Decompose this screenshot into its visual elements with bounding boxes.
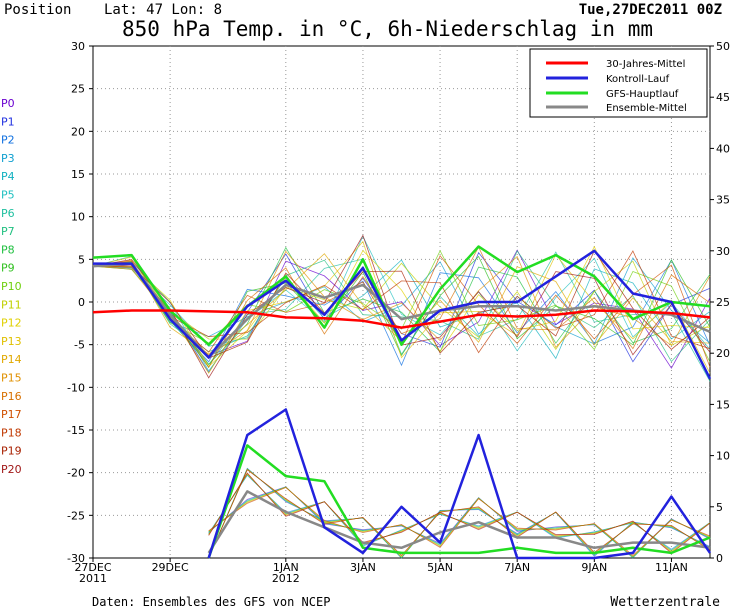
left-tick-label: 10 <box>71 211 85 224</box>
left-tick-label: 15 <box>71 168 85 181</box>
x-tick-label: 9JAN <box>581 561 607 574</box>
left-axis-ticks: 30 25 20 15 10 5 0 -5 -10 -15 -20 -25 -30 <box>67 40 93 565</box>
member-label: P8 <box>1 243 15 256</box>
right-tick-label: 45 <box>716 91 730 104</box>
x-tick-label: 7JAN <box>504 561 530 574</box>
member-temp-line <box>92 250 711 354</box>
member-label: P2 <box>1 134 15 147</box>
data-source: Daten: Ensembles des GFS von NCEP <box>92 595 330 609</box>
left-tick-label: -25 <box>67 509 85 522</box>
x-tick-year: 2011 <box>79 572 107 585</box>
series-gfs-hauptlauf-niederschlag <box>207 444 711 559</box>
member-label: P19 <box>1 445 22 458</box>
member-label: P9 <box>1 262 15 275</box>
series-gfs-hauptlauf <box>92 245 711 346</box>
x-tick-label: 11JAN <box>655 561 688 574</box>
left-tick-label: 25 <box>71 83 85 96</box>
x-tick-label: 3JAN <box>350 561 376 574</box>
legend-label-kontroll: Kontroll-Lauf <box>606 74 670 85</box>
member-label: P18 <box>1 426 22 439</box>
left-tick-label: -30 <box>67 552 85 565</box>
member-label: P5 <box>1 189 15 202</box>
member-label: P16 <box>1 390 22 403</box>
position-label: Position <box>4 2 71 18</box>
series-lines <box>92 245 712 560</box>
right-tick-label: 0 <box>716 552 723 565</box>
run-datetime: Tue,27DEC2011 00Z <box>579 2 722 18</box>
series-ensemble-mittel-niederschlag <box>207 490 711 554</box>
legend-label-mittel: 30-Jahres-Mittel <box>606 59 685 70</box>
member-label: P14 <box>1 353 22 366</box>
right-tick-label: 15 <box>716 398 730 411</box>
right-tick-label: 35 <box>716 194 730 207</box>
right-tick-label: 50 <box>716 40 730 53</box>
member-labels: P0 P1 P2 P3 P4 P5 P6 P7 P8 P9 P10 P11 P12 P13 P14 P15 P1… <box>1 97 22 476</box>
legend-label-ensemble: Ensemble-Mittel <box>606 103 687 114</box>
x-tick-label: 5JAN <box>427 561 453 574</box>
left-tick-label: 5 <box>78 253 85 266</box>
left-tick-label: -5 <box>74 339 85 352</box>
series-30-jahres-mittel <box>92 309 711 329</box>
right-tick-label: 25 <box>716 296 730 309</box>
coordinates: Lat: 47 Lon: 8 <box>104 2 222 18</box>
series-kontroll-lauf <box>93 249 712 380</box>
left-tick-label: -15 <box>67 424 85 437</box>
right-tick-label: 20 <box>716 347 730 360</box>
member-label: P1 <box>1 115 15 128</box>
right-tick-label: 10 <box>716 450 730 463</box>
x-tick-label: 27DEC <box>74 561 111 574</box>
member-label: P20 <box>1 463 22 476</box>
left-tick-label: -20 <box>67 467 85 480</box>
x-tick-label: 29DEC <box>152 561 189 574</box>
left-tick-label: 20 <box>71 125 85 138</box>
member-label: P6 <box>1 207 15 220</box>
left-tick-label: -10 <box>67 381 85 394</box>
series-kontroll-lauf-niederschlag <box>207 408 712 560</box>
member-label: P15 <box>1 372 22 385</box>
member-label: P3 <box>1 152 15 165</box>
right-tick-label: 30 <box>716 245 730 258</box>
left-tick-label: 30 <box>71 40 85 53</box>
member-precip-line <box>208 487 711 556</box>
left-tick-label: 0 <box>78 296 85 309</box>
member-label: P13 <box>1 335 22 348</box>
legend-label-hauptlauf: GFS-Hauptlauf <box>606 89 679 100</box>
legend: 30-Jahres-Mittel Kontroll-Lauf GFS-Haupt… <box>529 48 708 118</box>
right-tick-label: 40 <box>716 142 730 155</box>
brand-label: Wetterzentrale <box>610 595 720 609</box>
member-temp-line <box>92 255 711 369</box>
chart-title: 850 hPa Temp. in °C, 6h-Niederschlag in … <box>122 17 653 41</box>
member-label: P11 <box>1 298 22 311</box>
x-tick-label: 1JAN <box>273 561 299 574</box>
member-label: P7 <box>1 225 15 238</box>
ensemble-member-lines <box>92 234 711 559</box>
member-temp-line <box>92 249 711 359</box>
member-label: P0 <box>1 97 15 110</box>
member-precip-line <box>208 469 711 559</box>
member-label: P4 <box>1 170 15 183</box>
member-label: P10 <box>1 280 22 293</box>
x-tick-year: 2012 <box>272 572 300 585</box>
member-temp-line <box>92 249 711 363</box>
member-temp-line <box>92 246 711 369</box>
member-label: P17 <box>1 408 22 421</box>
member-label: P12 <box>1 317 22 330</box>
right-tick-label: 5 <box>716 501 723 514</box>
